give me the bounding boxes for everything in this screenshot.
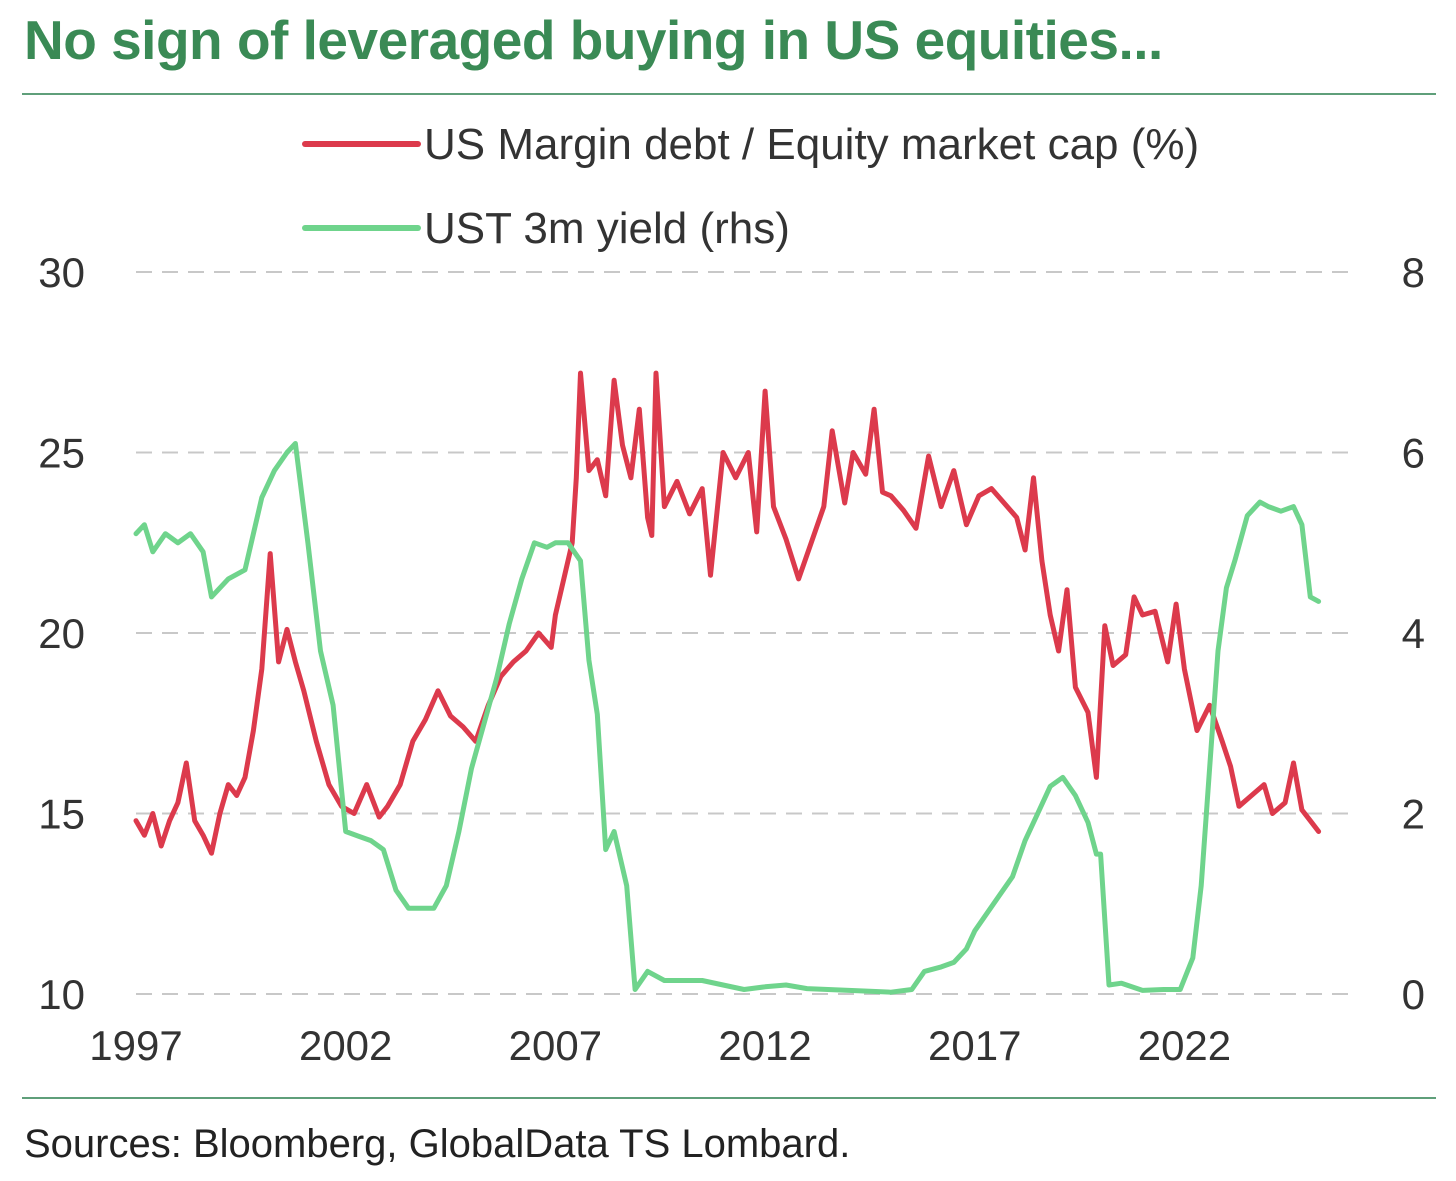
x-tick-label: 2022: [1138, 1022, 1231, 1069]
margin-debt-line: [133, 370, 1322, 856]
legend: US Margin debt / Equity market cap (%) US…: [302, 120, 1199, 253]
left-tick-label: 25: [38, 430, 85, 477]
chart-title: No sign of leveraged buying in US equiti…: [24, 9, 1163, 71]
legend-label: US Margin debt / Equity market cap (%): [424, 120, 1199, 169]
left-tick-label: 15: [38, 791, 85, 838]
x-tick-label: 2007: [509, 1022, 602, 1069]
right-tick-label: 6: [1402, 430, 1425, 477]
x-tick-label: 1997: [89, 1022, 182, 1069]
source-note: Sources: Bloomberg, GlobalData TS Lombar…: [24, 1122, 851, 1166]
x-tick-label: 2012: [718, 1022, 811, 1069]
grid-lines: [136, 271, 1348, 995]
ust-yield-line: [133, 441, 1322, 995]
bottom-divider: [22, 1097, 1436, 1099]
top-divider: [22, 93, 1436, 95]
left-tick-label: 10: [38, 971, 85, 1018]
series-lines: [133, 370, 1322, 995]
left-axis-ticks: 10 15 20 25 30: [38, 249, 85, 1018]
right-axis-ticks: 0 2 4 6 8: [1402, 249, 1425, 1018]
x-axis-ticks: 1997 2002 2007 2012 2017 2022: [89, 1022, 1231, 1069]
left-tick-label: 30: [38, 249, 85, 296]
right-tick-label: 2: [1402, 791, 1425, 838]
right-tick-label: 4: [1402, 610, 1425, 657]
right-tick-label: 0: [1402, 971, 1425, 1018]
left-tick-label: 20: [38, 610, 85, 657]
legend-label: UST 3m yield (rhs): [424, 204, 790, 253]
right-tick-label: 8: [1402, 249, 1425, 296]
x-tick-label: 2002: [299, 1022, 392, 1069]
line-chart: US Margin debt / Equity market cap (%) US…: [38, 120, 1425, 1069]
x-tick-label: 2017: [928, 1022, 1021, 1069]
